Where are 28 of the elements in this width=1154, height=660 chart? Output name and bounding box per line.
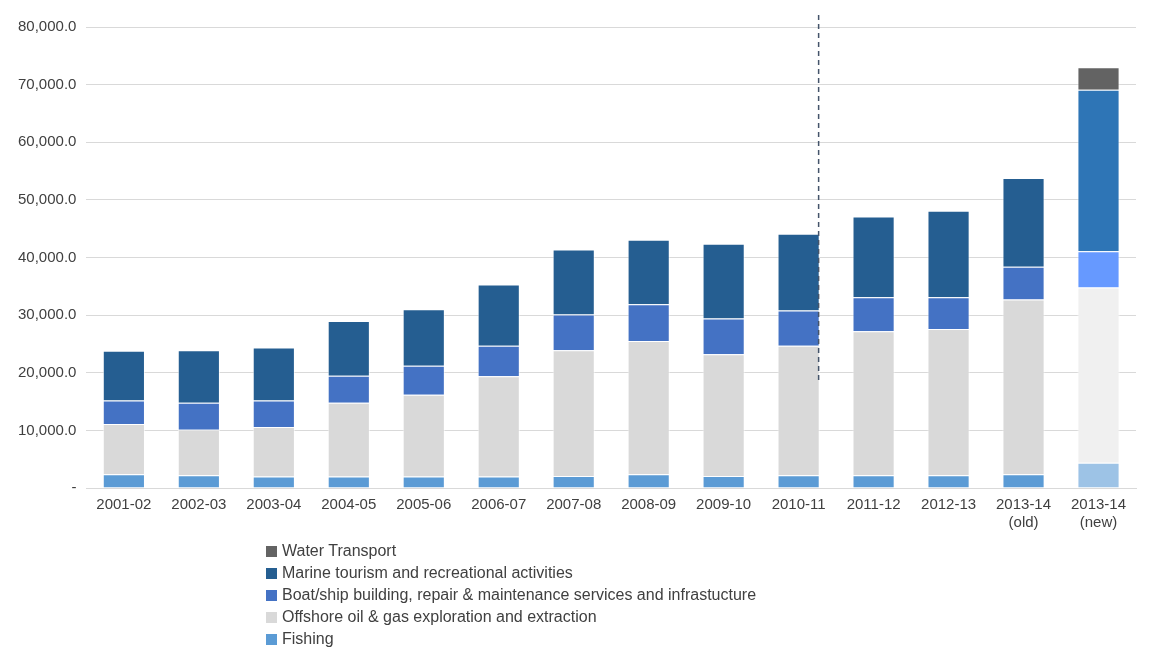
y-tick-label: 50,000.0: [18, 190, 77, 208]
x-tick-label: 2011-12: [846, 495, 901, 513]
legend-label: Boat/ship building, repair & maintenance services and infrastucture: [282, 586, 757, 604]
legend-label: Fishing: [282, 630, 334, 648]
legend-label: Offshore oil & gas exploration and extraction: [282, 608, 597, 626]
y-tick-label: 20,000.0: [18, 362, 77, 380]
x-tick-label: 2002-03: [171, 495, 227, 513]
x-tick-label: 2009-10: [696, 495, 752, 513]
x-tick-label: 2001-02: [96, 495, 152, 513]
y-tick-label: 60,000.0: [18, 132, 77, 150]
x-tick-label: 2012-13: [921, 495, 977, 513]
legend-label: Marine tourism and recreational activities: [282, 564, 573, 582]
x-tick-label: 2005-06: [396, 495, 452, 513]
y-tick-label: -: [71, 478, 77, 496]
y-tick-label: 70,000.0: [18, 74, 77, 92]
y-tick-label: 10,000.0: [18, 420, 77, 438]
x-tick-label: 2006-07: [471, 495, 527, 513]
x-tick-label: 2007-08: [546, 495, 602, 513]
x-tick-label: 2010-11: [771, 495, 826, 513]
y-tick-label: 30,000.0: [18, 305, 77, 323]
x-tick-label: 2003-04: [246, 495, 302, 513]
x-tick-label: 2013-14 (new): [1070, 495, 1127, 531]
x-tick-label: 2004-05: [321, 495, 377, 513]
legend-label: Water Transport: [282, 542, 397, 560]
x-tick-label: 2013-14 (old): [996, 495, 1052, 531]
y-tick-label: 40,000.0: [18, 247, 77, 265]
x-tick-label: 2008-09: [621, 495, 677, 513]
y-tick-label: 80,000.0: [18, 17, 77, 35]
